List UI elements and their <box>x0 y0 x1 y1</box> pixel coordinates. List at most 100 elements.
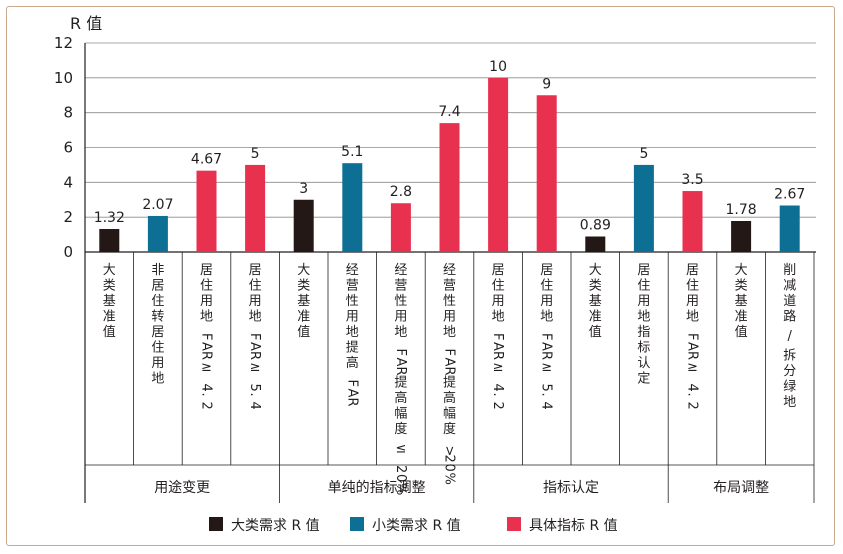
category-label-glyph: 2 <box>199 402 214 410</box>
category-label-glyph: R <box>442 367 457 376</box>
category-label: 大类基准值 <box>589 263 602 340</box>
bar <box>536 95 557 252</box>
bar-value-label: 9 <box>542 76 551 92</box>
category-label: 居住用地≥ <box>492 263 505 375</box>
group-label: 指标认定 <box>543 480 599 496</box>
category-label: 经营性用地提高 <box>346 263 359 371</box>
bar-value-label: 2.07 <box>142 197 173 213</box>
y-tick-label: 0 <box>63 243 73 261</box>
category-label-glyph: 0 <box>393 474 408 482</box>
legend-label: 大类需求 R 值 <box>231 518 320 534</box>
category-label: 非居住转居住用地 <box>151 263 164 387</box>
category-label-glyph: A <box>344 389 359 398</box>
category-label-glyph: A <box>393 358 408 367</box>
bar-value-label: 3 <box>299 181 308 197</box>
category-label-glyph: F <box>247 333 262 340</box>
y-axis-label: R 值 <box>70 14 102 33</box>
category-label-glyph: F <box>490 333 505 340</box>
category-label-glyph: F <box>685 333 700 340</box>
category-label-glyph: 4 <box>685 384 700 392</box>
bar-value-label: 3.5 <box>681 172 703 188</box>
y-tick-label: 8 <box>63 104 73 122</box>
category-label-glyph: A <box>685 342 700 351</box>
category-label-glyph: F <box>199 333 214 340</box>
category-label-glyph: R <box>199 351 214 360</box>
category-label-glyph: R <box>685 351 700 360</box>
bar <box>99 229 120 252</box>
category-label: 大类基准值 <box>103 263 116 340</box>
category-label-glyph: 5 <box>539 384 554 392</box>
category-label-glyph: 2 <box>442 455 457 463</box>
bar <box>585 236 606 252</box>
bar <box>731 220 752 252</box>
category-label: 居住用地≥ <box>540 263 553 375</box>
y-tick-label: 4 <box>63 173 73 191</box>
category-label-glyph: 0 <box>442 464 457 472</box>
category-label-glyph: . <box>685 393 700 397</box>
bar-value-label: 1.32 <box>94 210 125 226</box>
bar <box>196 170 217 252</box>
category-label-glyph: 4 <box>247 402 262 410</box>
category-label: 居住用地≥ <box>249 263 262 375</box>
category-label-glyph: . <box>199 393 214 397</box>
category-label-glyph: R <box>344 398 359 407</box>
bar-value-label: 10 <box>489 59 507 75</box>
bar-value-label: 5 <box>251 146 260 162</box>
bar <box>245 164 266 252</box>
group-label: 布局调整 <box>713 480 769 496</box>
bar <box>488 77 509 252</box>
y-tick-label: 2 <box>63 208 73 226</box>
category-label-glyph: 2 <box>685 402 700 410</box>
category-label: 削减道路/拆分绿地 <box>783 263 796 410</box>
group-label: 单纯的指标调整 <box>328 480 426 496</box>
category-label-glyph: % <box>442 473 457 485</box>
bar <box>779 205 800 252</box>
bar-value-label: 2.67 <box>774 186 805 202</box>
category-label-glyph: A <box>199 342 214 351</box>
bar <box>439 123 460 252</box>
category-label-glyph: A <box>247 342 262 351</box>
bar-value-label: 2.8 <box>390 184 412 200</box>
axes: 024681012大类基准值非居住转居住用地居住用地≥居住用地≥大类基准值经营性… <box>54 34 815 503</box>
category-label: 居住用地≥ <box>200 263 213 375</box>
chart-frame <box>6 6 835 546</box>
category-label-glyph: R <box>490 351 505 360</box>
y-tick-label: 6 <box>63 139 73 157</box>
bar-value-label: 4.67 <box>191 152 222 168</box>
legend: 大类需求 R 值 小类需求 R 值 具体指标 R 值 <box>209 517 618 534</box>
category-label-glyph: 2 <box>393 465 408 473</box>
category-label: 大类基准值 <box>297 263 310 340</box>
category-label-glyph: R <box>247 351 262 360</box>
legend-swatch <box>350 517 364 531</box>
category-label-glyph: 4 <box>490 384 505 392</box>
legend-swatch <box>507 517 521 531</box>
category-label-glyph: . <box>490 393 505 397</box>
legend-label: 小类需求 R 值 <box>372 518 461 534</box>
y-tick-label: 10 <box>54 69 73 87</box>
bar-value-label: 5.1 <box>341 144 363 160</box>
legend-label: 具体指标 R 值 <box>529 518 618 534</box>
bar-value-label: 0.89 <box>580 217 611 233</box>
legend-swatch <box>209 517 223 531</box>
category-label-glyph: > <box>442 446 457 457</box>
category-label-glyph: R <box>393 367 408 376</box>
category-label: 大类基准值 <box>735 263 748 340</box>
category-label-glyph: 4 <box>539 402 554 410</box>
category-label-glyph: 2 <box>490 402 505 410</box>
category-label-glyph: A <box>490 342 505 351</box>
bar <box>633 164 654 252</box>
category-label-glyph: F <box>442 349 457 356</box>
bar <box>293 199 314 252</box>
category-label: 居住用地指标认定 <box>637 263 650 387</box>
bar-value-label: 1.78 <box>726 202 757 218</box>
y-tick-label: 12 <box>54 34 73 52</box>
bar <box>147 215 168 252</box>
category-label-glyph: F <box>344 380 359 387</box>
category-label: 经营性用地提高幅度≤ <box>394 263 407 457</box>
category-label-glyph: F <box>539 333 554 340</box>
category-label-glyph: 4 <box>199 384 214 392</box>
bar-value-label: 5 <box>639 146 648 162</box>
category-label-glyph: R <box>539 351 554 360</box>
bar <box>682 191 703 252</box>
